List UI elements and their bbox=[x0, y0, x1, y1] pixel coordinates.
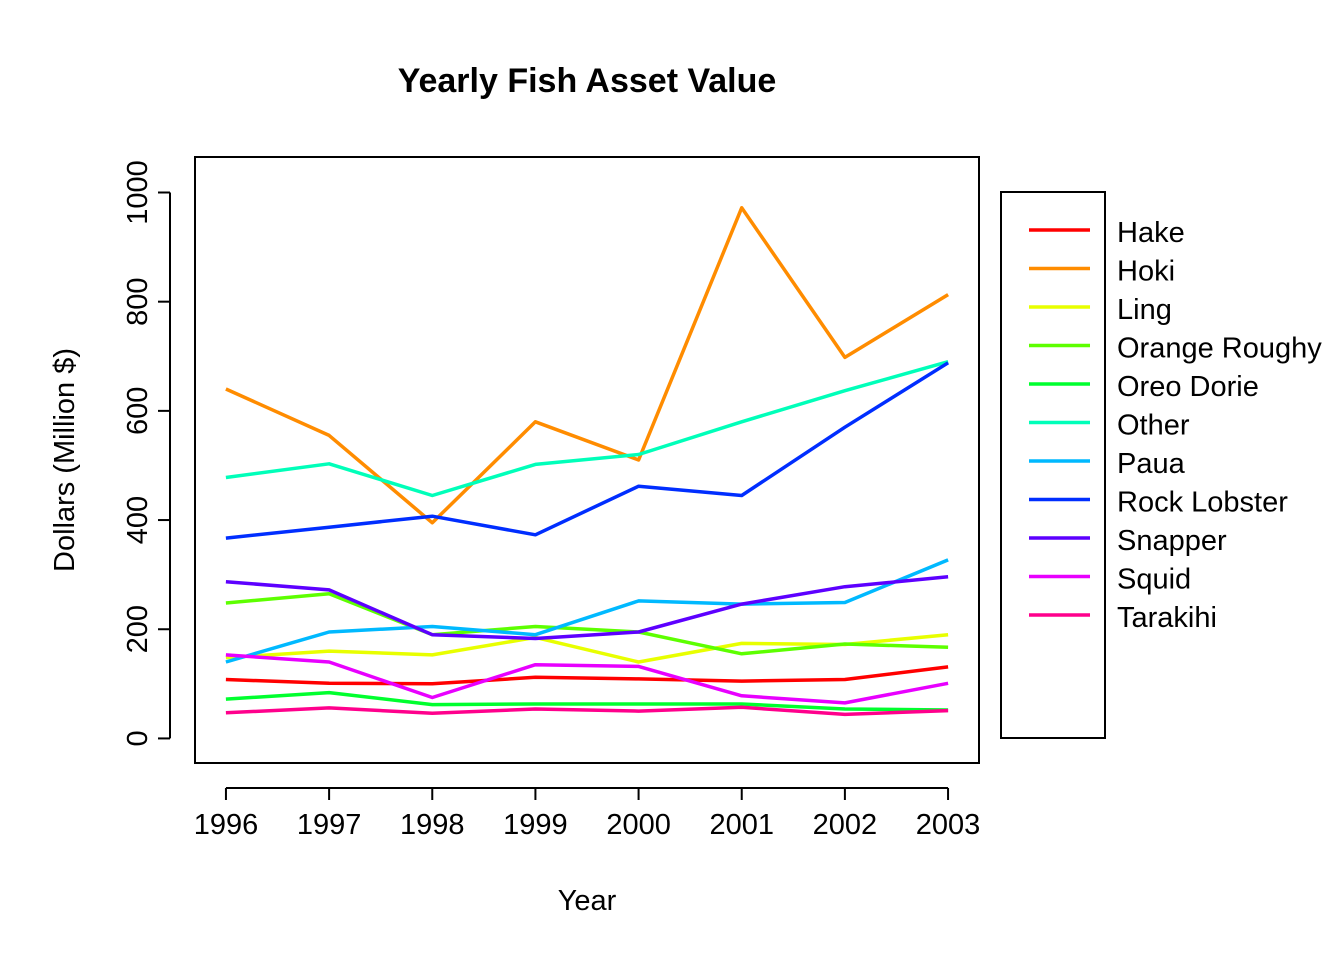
x-tick-label: 2000 bbox=[606, 809, 671, 841]
legend-label-paua: Paua bbox=[1117, 448, 1186, 480]
legend-label-other: Other bbox=[1117, 410, 1190, 442]
series-line-other bbox=[225, 360, 949, 498]
series-line-snapper bbox=[225, 575, 949, 641]
series-line-paua bbox=[225, 558, 949, 664]
series-line-orange-roughy bbox=[225, 592, 949, 656]
series-line-squid bbox=[225, 653, 949, 705]
y-tick-label: 1000 bbox=[122, 160, 154, 225]
x-tick-label: 2002 bbox=[813, 809, 878, 841]
legend-label-hoki: Hoki bbox=[1117, 256, 1175, 288]
legend-label-hake: Hake bbox=[1117, 217, 1185, 249]
x-axis: 1996 1997 1998 1999 2000 2001 2002 2003 bbox=[194, 787, 981, 841]
x-tick-label: 2003 bbox=[916, 809, 981, 841]
series-line-oreo-dorie bbox=[225, 690, 949, 712]
series-lines bbox=[225, 206, 950, 717]
y-tick-label: 400 bbox=[122, 496, 154, 544]
x-tick-label: 1997 bbox=[297, 809, 362, 841]
legend-label-ling: Ling bbox=[1117, 294, 1172, 326]
x-tick-label: 2001 bbox=[709, 809, 774, 841]
y-tick-label: 200 bbox=[122, 605, 154, 653]
legend-label-snapper: Snapper bbox=[1117, 525, 1227, 557]
series-line-ling bbox=[225, 632, 949, 664]
y-tick-label: 800 bbox=[122, 277, 154, 325]
legend-box bbox=[1000, 191, 1106, 739]
y-tick-label: 600 bbox=[122, 387, 154, 435]
x-tick-label: 1996 bbox=[194, 809, 259, 841]
x-axis-label: Year bbox=[558, 885, 617, 917]
chart-title: Yearly Fish Asset Value bbox=[398, 62, 777, 100]
legend-label-squid: Squid bbox=[1117, 564, 1191, 596]
legend-label-rock-lobster: Rock Lobster bbox=[1117, 487, 1288, 519]
y-axis-label: Dollars (Million $) bbox=[49, 348, 81, 572]
legend: Hake Hoki Ling Orange Roughy Oreo Dorie Other… bbox=[1000, 191, 1322, 739]
y-axis: 0 200 400 600 800 1000 bbox=[122, 160, 171, 747]
legend-label-orange-roughy: Orange Roughy bbox=[1117, 333, 1322, 365]
series-line-hake bbox=[225, 665, 949, 686]
legend-label-tarakihi: Tarakihi bbox=[1117, 602, 1217, 634]
series-line-hoki bbox=[225, 206, 950, 525]
series-line-tarakihi bbox=[225, 705, 949, 717]
legend-label-oreo-dorie: Oreo Dorie bbox=[1117, 371, 1259, 403]
x-tick-label: 1998 bbox=[400, 809, 465, 841]
series-line-rock-lobster bbox=[225, 361, 950, 540]
x-tick-label: 1999 bbox=[503, 809, 568, 841]
y-tick-label: 0 bbox=[122, 730, 154, 746]
plot-frame bbox=[194, 156, 980, 764]
